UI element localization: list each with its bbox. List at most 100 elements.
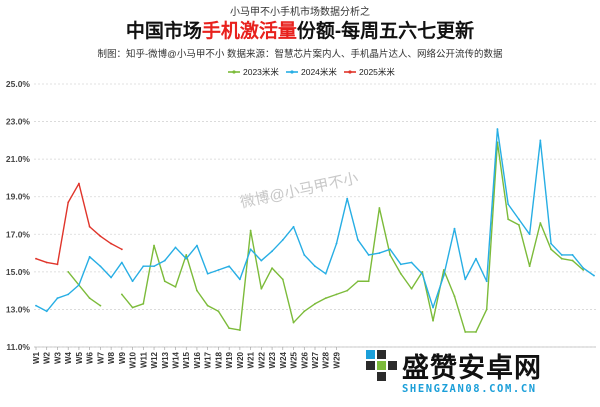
data-point [357,280,359,283]
data-point [249,229,252,232]
data-point [593,274,595,277]
data-point [206,304,209,307]
data-point [367,280,370,283]
data-point [475,257,477,260]
x-tick-label: W3 [53,351,62,364]
logo-name: 盛赞安卓网 [402,353,542,383]
data-point [260,259,263,262]
data-point [303,254,306,256]
x-tick-label: W27 [311,351,320,368]
x-tick-label: W24 [279,351,288,368]
data-point [110,276,113,279]
data-point [399,272,402,275]
data-point [571,254,574,256]
data-point [45,310,48,313]
data-point [582,269,585,271]
data-point [238,329,241,331]
data-point [442,274,445,277]
data-point [496,128,499,130]
data-point [228,327,231,330]
data-point [260,287,263,290]
data-point [346,197,349,200]
data-point [271,267,273,269]
data-point [346,289,349,292]
data-point [475,331,477,333]
data-point [335,293,338,296]
data-point [131,280,134,283]
data-point [228,265,231,268]
chart-title: 中国市场手机激活量份额-每周五六七更新 [0,16,600,43]
data-point [99,304,102,307]
x-tick-label: W8 [107,351,116,364]
data-point [453,295,456,298]
data-point [56,263,59,266]
data-point [88,297,91,300]
x-tick-label: W10 [129,351,138,368]
data-point [67,270,70,273]
data-point [99,235,102,238]
x-tick-label: W21 [247,351,256,368]
x-tick-label: W14 [172,351,181,368]
data-point [324,272,327,275]
x-tick-label: W20 [236,351,245,368]
x-tick-label: W1 [32,351,41,364]
data-point [453,227,456,230]
data-point [185,257,188,260]
data-point [389,248,392,251]
data-point [271,250,273,253]
data-point [217,310,220,313]
x-tick-label: W6 [86,351,95,364]
data-point [507,203,510,206]
chart-subtitle: 制图：知乎-微博@小马甲不小 数据来源：智慧芯片案内人、手机晶片达人、网络公开流… [97,49,503,60]
data-point [464,331,467,333]
data-point [410,287,413,290]
y-tick-label: 13.0% [6,304,31,314]
x-tick-label: W19 [225,351,234,368]
y-tick-label: 21.0% [6,154,31,164]
data-point [560,257,563,260]
data-point [281,239,284,241]
data-point [410,261,413,264]
data-point [238,278,241,281]
x-tick-label: W16 [193,351,202,368]
data-point [120,293,123,296]
data-point [78,284,80,286]
data-point [367,254,370,256]
legend-label: 2025米米 [359,67,395,77]
data-point [550,248,552,251]
data-point [517,218,520,221]
title-prefix: 中国市场 [125,21,202,42]
series-line-1 [67,271,101,307]
legend-marker [232,70,236,74]
data-point [292,225,295,228]
x-tick-label: W9 [118,351,127,364]
x-tick-label: W29 [332,351,341,368]
data-point [464,278,467,281]
x-tick-label: W22 [257,351,266,368]
data-point [196,244,198,247]
data-point [163,259,166,262]
data-point [99,265,102,268]
legend-marker [348,70,352,74]
x-tick-label: W2 [43,351,52,364]
data-point [292,321,295,324]
y-tick-label: 25.0% [6,79,31,89]
data-point [485,280,488,283]
data-point [185,254,188,256]
data-point [507,218,510,221]
title-suffix: 份额-每周五六七更新 [296,21,475,42]
data-point [174,246,177,249]
y-tick-label: 23.0% [6,117,31,127]
data-point [378,252,381,254]
x-tick-label: W11 [139,351,148,368]
x-tick-label: W12 [150,351,159,368]
x-tick-label: W25 [290,351,299,368]
data-point [314,265,316,268]
site-logo: 盛赞安卓网 SHENGZAN08.COM.CN [366,346,596,404]
data-point [539,139,542,142]
chart-supertitle: 小马甲不小手机市场数据分析之 [230,7,370,18]
data-point [528,265,531,268]
data-point [528,233,531,236]
data-point [571,259,574,262]
data-point [131,306,134,309]
